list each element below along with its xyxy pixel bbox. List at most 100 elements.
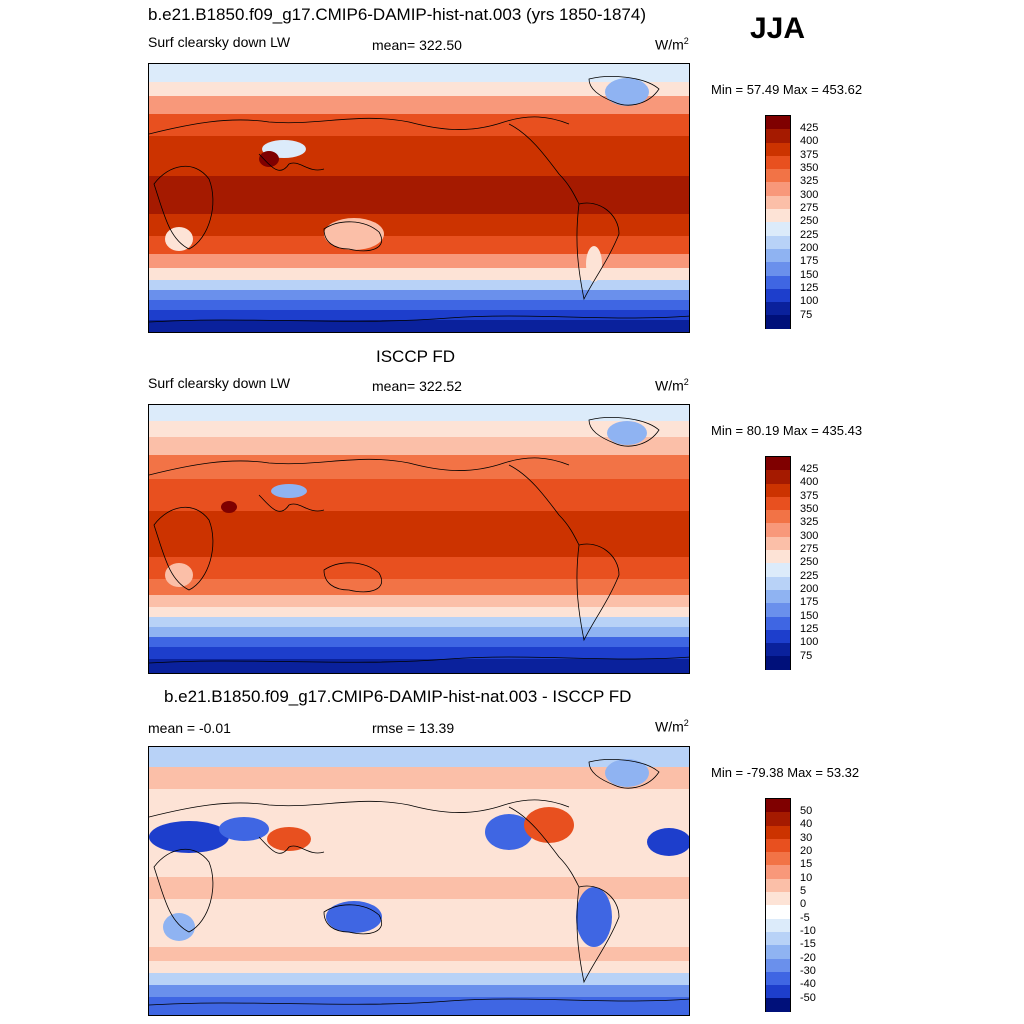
colorbar-swatch xyxy=(766,892,790,906)
colorbar-tick: -20 xyxy=(800,952,816,964)
colorbar-tick: 225 xyxy=(800,570,819,582)
colorbar-swatch xyxy=(766,496,790,511)
colorbar-swatch xyxy=(766,483,790,497)
colorbar-tick: 425 xyxy=(800,463,819,475)
colorbar-tick: 275 xyxy=(800,543,819,555)
colorbar-tick: 125 xyxy=(800,623,819,635)
colorbar-swatch xyxy=(766,998,790,1012)
colorbar-tick: 10 xyxy=(800,872,813,884)
colorbar-tick: 375 xyxy=(800,490,819,502)
colorbar-tick: -40 xyxy=(800,978,816,990)
colorbar-swatch xyxy=(766,812,790,826)
colorbar-swatch xyxy=(766,142,790,156)
colorbar-tick: 5 xyxy=(800,885,807,897)
colorbar-swatch xyxy=(766,629,790,644)
colorbar-swatch xyxy=(766,958,790,972)
colorbar-swatch xyxy=(766,643,790,657)
colorbar-swatch xyxy=(766,182,790,196)
colorbar-swatch xyxy=(766,603,790,617)
colorbar-tick: 200 xyxy=(800,583,819,595)
colorbar-tick: 250 xyxy=(800,215,819,227)
colorbar-tick: 50 xyxy=(800,805,813,817)
colorbar-swatch xyxy=(766,275,790,289)
colorbar-swatch xyxy=(766,222,790,236)
colorbar-swatch xyxy=(766,971,790,986)
colorbar-tick: 325 xyxy=(800,175,819,187)
colorbar-tick: 75 xyxy=(800,650,813,662)
colorbar-tick: -50 xyxy=(800,992,816,1004)
colorbar-swatch xyxy=(766,945,790,959)
colorbar-swatch xyxy=(766,116,790,130)
colorbar-tick: -5 xyxy=(800,912,810,924)
panel-2-minmax: Min = 80.19 Max = 435.43 xyxy=(711,423,863,438)
colorbar-tick: 100 xyxy=(800,636,819,648)
panel-1-title: b.e21.B1850.f09_g17.CMIP6-DAMIP-hist-nat… xyxy=(148,5,646,24)
season-label: JJA xyxy=(750,12,806,45)
colorbar-tick: 275 xyxy=(800,202,819,214)
colorbar-swatch xyxy=(766,235,790,249)
colorbar-tick: 325 xyxy=(800,516,819,528)
colorbar-tick: 75 xyxy=(800,309,813,321)
panel-1-map xyxy=(148,63,690,333)
colorbar-tick: 375 xyxy=(800,149,819,161)
colorbar-tick: 350 xyxy=(800,503,819,515)
colorbar-tick: -10 xyxy=(800,925,816,937)
colorbar-swatch xyxy=(766,523,790,537)
panel-1-mean-label: mean= 322.50 xyxy=(372,37,462,53)
panel-3-mean-label: mean = -0.01 xyxy=(148,720,231,736)
colorbar-swatch xyxy=(766,878,790,893)
colorbar-swatch xyxy=(766,262,790,276)
panel-1-units: W/m2 xyxy=(655,36,689,53)
colorbar-tick: 150 xyxy=(800,269,819,281)
panel-2-map xyxy=(148,404,690,674)
panel-2-mean-label: mean= 322.52 xyxy=(372,378,462,394)
colorbar-swatch xyxy=(766,195,790,210)
colorbar-swatch xyxy=(766,865,790,879)
colorbar-tick: 125 xyxy=(800,282,819,294)
colorbar-swatch xyxy=(766,457,790,471)
panel-2-colorbar xyxy=(765,456,791,670)
panel-3-rmse-label: rmse = 13.39 xyxy=(372,720,455,736)
colorbar-tick: 300 xyxy=(800,530,819,542)
colorbar-swatch xyxy=(766,209,790,223)
colorbar-swatch xyxy=(766,656,790,670)
colorbar-tick: -15 xyxy=(800,938,816,950)
colorbar-swatch xyxy=(766,576,790,590)
colorbar-swatch xyxy=(766,589,790,604)
colorbar-swatch xyxy=(766,563,790,577)
colorbar-tick: 175 xyxy=(800,255,819,267)
colorbar-swatch xyxy=(766,302,790,316)
colorbar-swatch xyxy=(766,129,790,143)
colorbar-swatch xyxy=(766,852,790,866)
colorbar-swatch xyxy=(766,838,790,853)
colorbar-tick: 30 xyxy=(800,832,813,844)
colorbar-swatch xyxy=(766,905,790,919)
colorbar-tick: 150 xyxy=(800,610,819,622)
colorbar-swatch xyxy=(766,470,790,484)
colorbar-swatch xyxy=(766,288,790,303)
panel-1-minmax: Min = 57.49 Max = 453.62 xyxy=(711,82,863,97)
colorbar-tick: 200 xyxy=(800,242,819,254)
colorbar-swatch xyxy=(766,799,790,813)
colorbar-swatch xyxy=(766,155,790,170)
colorbar-swatch xyxy=(766,931,790,946)
panel-3-map xyxy=(148,746,690,1016)
colorbar-swatch xyxy=(766,536,790,551)
panel-2-title: ISCCP FD xyxy=(376,347,456,366)
panel-3-minmax: Min = -79.38 Max = 53.32 xyxy=(711,765,860,780)
colorbar-swatch xyxy=(766,248,790,263)
colorbar-tick: 400 xyxy=(800,476,819,488)
panel-3-colorbar xyxy=(765,798,791,1012)
colorbar-tick: 300 xyxy=(800,189,819,201)
colorbar-tick: 0 xyxy=(800,898,807,910)
colorbar-swatch xyxy=(766,315,790,329)
colorbar-tick: 15 xyxy=(800,858,813,870)
colorbar-tick: 20 xyxy=(800,845,813,857)
colorbar-tick: 350 xyxy=(800,162,819,174)
colorbar-tick: 175 xyxy=(800,596,819,608)
colorbar-swatch xyxy=(766,616,790,630)
colorbar-swatch xyxy=(766,510,790,524)
panel-2-units: W/m2 xyxy=(655,377,689,394)
colorbar-swatch xyxy=(766,825,790,839)
colorbar-tick: 225 xyxy=(800,229,819,241)
